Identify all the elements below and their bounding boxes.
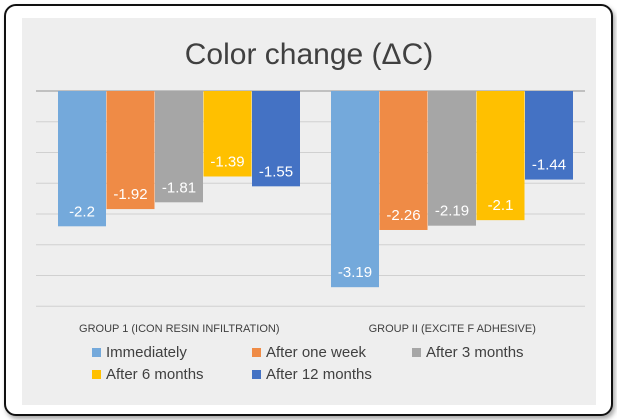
- data-label: -2.2: [69, 203, 95, 220]
- legend-item: After one week: [252, 344, 366, 361]
- category-labels: GROUP 1 (ICON RESIN INFILTRATION) GROUP I…: [79, 323, 536, 335]
- legend-item: After 12 months: [252, 366, 372, 383]
- legend-swatch: [252, 348, 261, 357]
- legend-label: After 12 months: [266, 366, 372, 383]
- category-label: GROUP 1 (ICON RESIN INFILTRATION): [79, 323, 279, 335]
- legend-swatch: [92, 348, 101, 357]
- data-labels: -2.2 -1.92 -1.81 -1.39 -1.55 -3.19 -2.26 -2.19 -…: [69, 153, 566, 281]
- bars: [58, 91, 573, 288]
- data-label: -1.92: [113, 186, 147, 203]
- legend-item: After 3 months: [412, 344, 524, 361]
- bar: [203, 91, 252, 177]
- bar: [428, 91, 476, 226]
- category-label: GROUP II (EXCITE F ADHESIVE): [369, 323, 536, 335]
- data-label: -1.39: [210, 153, 244, 170]
- bar: [331, 91, 379, 288]
- bar: [476, 91, 525, 221]
- data-label: -2.1: [488, 197, 514, 214]
- data-label: -3.19: [338, 264, 372, 281]
- data-label: -2.26: [386, 207, 420, 224]
- legend-label: After 3 months: [426, 344, 524, 361]
- chart-title: Color change (ΔC): [184, 38, 434, 71]
- data-label: -1.81: [162, 179, 196, 196]
- data-label: -2.19: [435, 203, 469, 220]
- bar: [58, 91, 106, 227]
- legend-swatch: [252, 370, 261, 379]
- bar: [106, 91, 155, 210]
- legend-label: After one week: [266, 344, 367, 361]
- data-label: -1.44: [532, 157, 566, 174]
- legend-swatch: [92, 370, 101, 379]
- data-label: -1.55: [259, 163, 293, 180]
- bar: [379, 91, 428, 230]
- legend-label: After 6 months: [106, 366, 204, 383]
- bar: [525, 91, 573, 180]
- bar: [252, 91, 300, 187]
- bar: [155, 91, 203, 203]
- legend-label: Immediately: [106, 344, 187, 361]
- legend-item: Immediately: [92, 344, 187, 361]
- legend-item: After 6 months: [92, 366, 204, 383]
- legend-swatch: [412, 348, 421, 357]
